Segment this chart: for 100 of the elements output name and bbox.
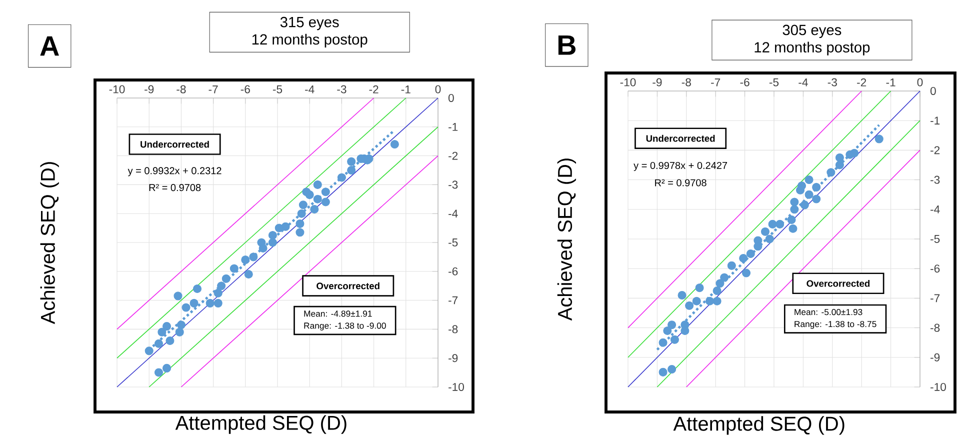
point — [296, 219, 304, 228]
point — [158, 328, 166, 336]
point — [712, 296, 722, 306]
chart-title: 315 eyes — [280, 16, 339, 30]
y-tick-label: -3 — [930, 176, 940, 184]
annotation: Overcorrected — [316, 282, 380, 290]
point — [746, 250, 755, 258]
y-tick-label: -5 — [930, 235, 940, 243]
point — [390, 140, 399, 148]
point — [768, 220, 777, 228]
point — [678, 290, 686, 300]
point — [668, 364, 676, 374]
point — [790, 205, 799, 214]
point — [797, 181, 806, 190]
x-tick-label: -4 — [305, 85, 314, 94]
point — [313, 194, 322, 204]
point — [727, 261, 736, 270]
text: A — [40, 36, 59, 56]
chart-title: 305 eyes — [782, 24, 842, 38]
point — [154, 339, 164, 348]
point — [214, 298, 222, 308]
x-tick-label: -8 — [176, 85, 186, 94]
point — [175, 328, 184, 336]
point — [154, 368, 164, 377]
x-tick-label: -9 — [144, 85, 154, 94]
x-tick-label: -9 — [652, 78, 662, 86]
x-tick-label: -10 — [109, 85, 125, 94]
point — [874, 134, 884, 144]
y-axis-title: Achieved SEQ (D) — [40, 162, 59, 324]
point — [739, 254, 748, 262]
y-tick-label: -6 — [930, 264, 940, 273]
point — [321, 188, 330, 196]
point — [268, 238, 277, 247]
point — [230, 264, 238, 273]
point — [176, 320, 186, 330]
y-tick-label: -9 — [930, 353, 940, 362]
point — [347, 157, 356, 166]
annotation: Overcorrected — [806, 280, 870, 287]
y-tick-label: -4 — [448, 210, 458, 218]
annotation: R² = 0.9708 — [655, 179, 706, 186]
x-tick-label: -1 — [401, 85, 410, 94]
x-tick-label: -8 — [682, 78, 691, 86]
point — [206, 298, 214, 308]
point — [663, 326, 672, 336]
y-tick-label: -3 — [448, 180, 458, 189]
point — [310, 204, 319, 214]
annotation: y = 0.9932x + 0.2312 — [128, 167, 222, 176]
point — [800, 200, 809, 210]
y-tick-label: 0 — [448, 94, 454, 102]
x-tick-label: -5 — [769, 78, 779, 86]
point — [217, 282, 226, 290]
point — [692, 296, 701, 306]
point — [258, 244, 268, 253]
text: B — [558, 35, 576, 55]
y-tick-label: -7 — [448, 296, 458, 304]
point — [776, 220, 784, 228]
point — [787, 215, 796, 224]
point — [658, 338, 668, 347]
x-tick-label: 0 — [917, 78, 923, 86]
x-tick-label: -5 — [272, 85, 282, 94]
y-tick-label: -1 — [930, 116, 940, 124]
point — [790, 198, 799, 206]
chart-subtitle: 12 months postop — [754, 42, 870, 56]
y-tick-label: -7 — [930, 294, 940, 302]
x-tick-label: -4 — [798, 78, 808, 86]
x-tick-label: -2 — [369, 85, 378, 94]
x-tick-label: -6 — [240, 85, 250, 94]
point — [182, 303, 190, 312]
y-tick-label: -8 — [448, 325, 458, 334]
point — [720, 273, 729, 282]
chart-subtitle: 12 months postop — [252, 34, 368, 48]
x-tick-label: -3 — [337, 85, 346, 94]
point — [685, 301, 694, 310]
point — [302, 188, 311, 196]
y-tick-label: -6 — [448, 267, 458, 276]
point — [788, 224, 798, 233]
point — [765, 234, 774, 244]
y-tick-label: -1 — [448, 122, 458, 131]
y-tick-label: -4 — [930, 205, 940, 214]
point — [144, 346, 154, 356]
point — [244, 270, 253, 279]
point — [297, 209, 306, 218]
point — [804, 176, 814, 184]
point — [337, 173, 346, 182]
point — [716, 279, 724, 288]
y-tick-label: -2 — [448, 152, 458, 160]
point — [268, 230, 277, 240]
x-tick-label: -3 — [828, 78, 837, 86]
point — [846, 150, 854, 159]
y-tick-label: -2 — [930, 146, 940, 154]
point — [760, 227, 770, 236]
point — [190, 298, 198, 308]
point — [274, 224, 284, 232]
annotation: y = 0.9978x + 0.2427 — [634, 162, 728, 171]
x-tick-label: -7 — [711, 78, 720, 86]
point — [658, 368, 668, 376]
annotation: Undercorrected — [140, 140, 209, 148]
point — [296, 228, 304, 237]
point — [668, 320, 676, 330]
x-tick-label: 0 — [435, 85, 441, 94]
